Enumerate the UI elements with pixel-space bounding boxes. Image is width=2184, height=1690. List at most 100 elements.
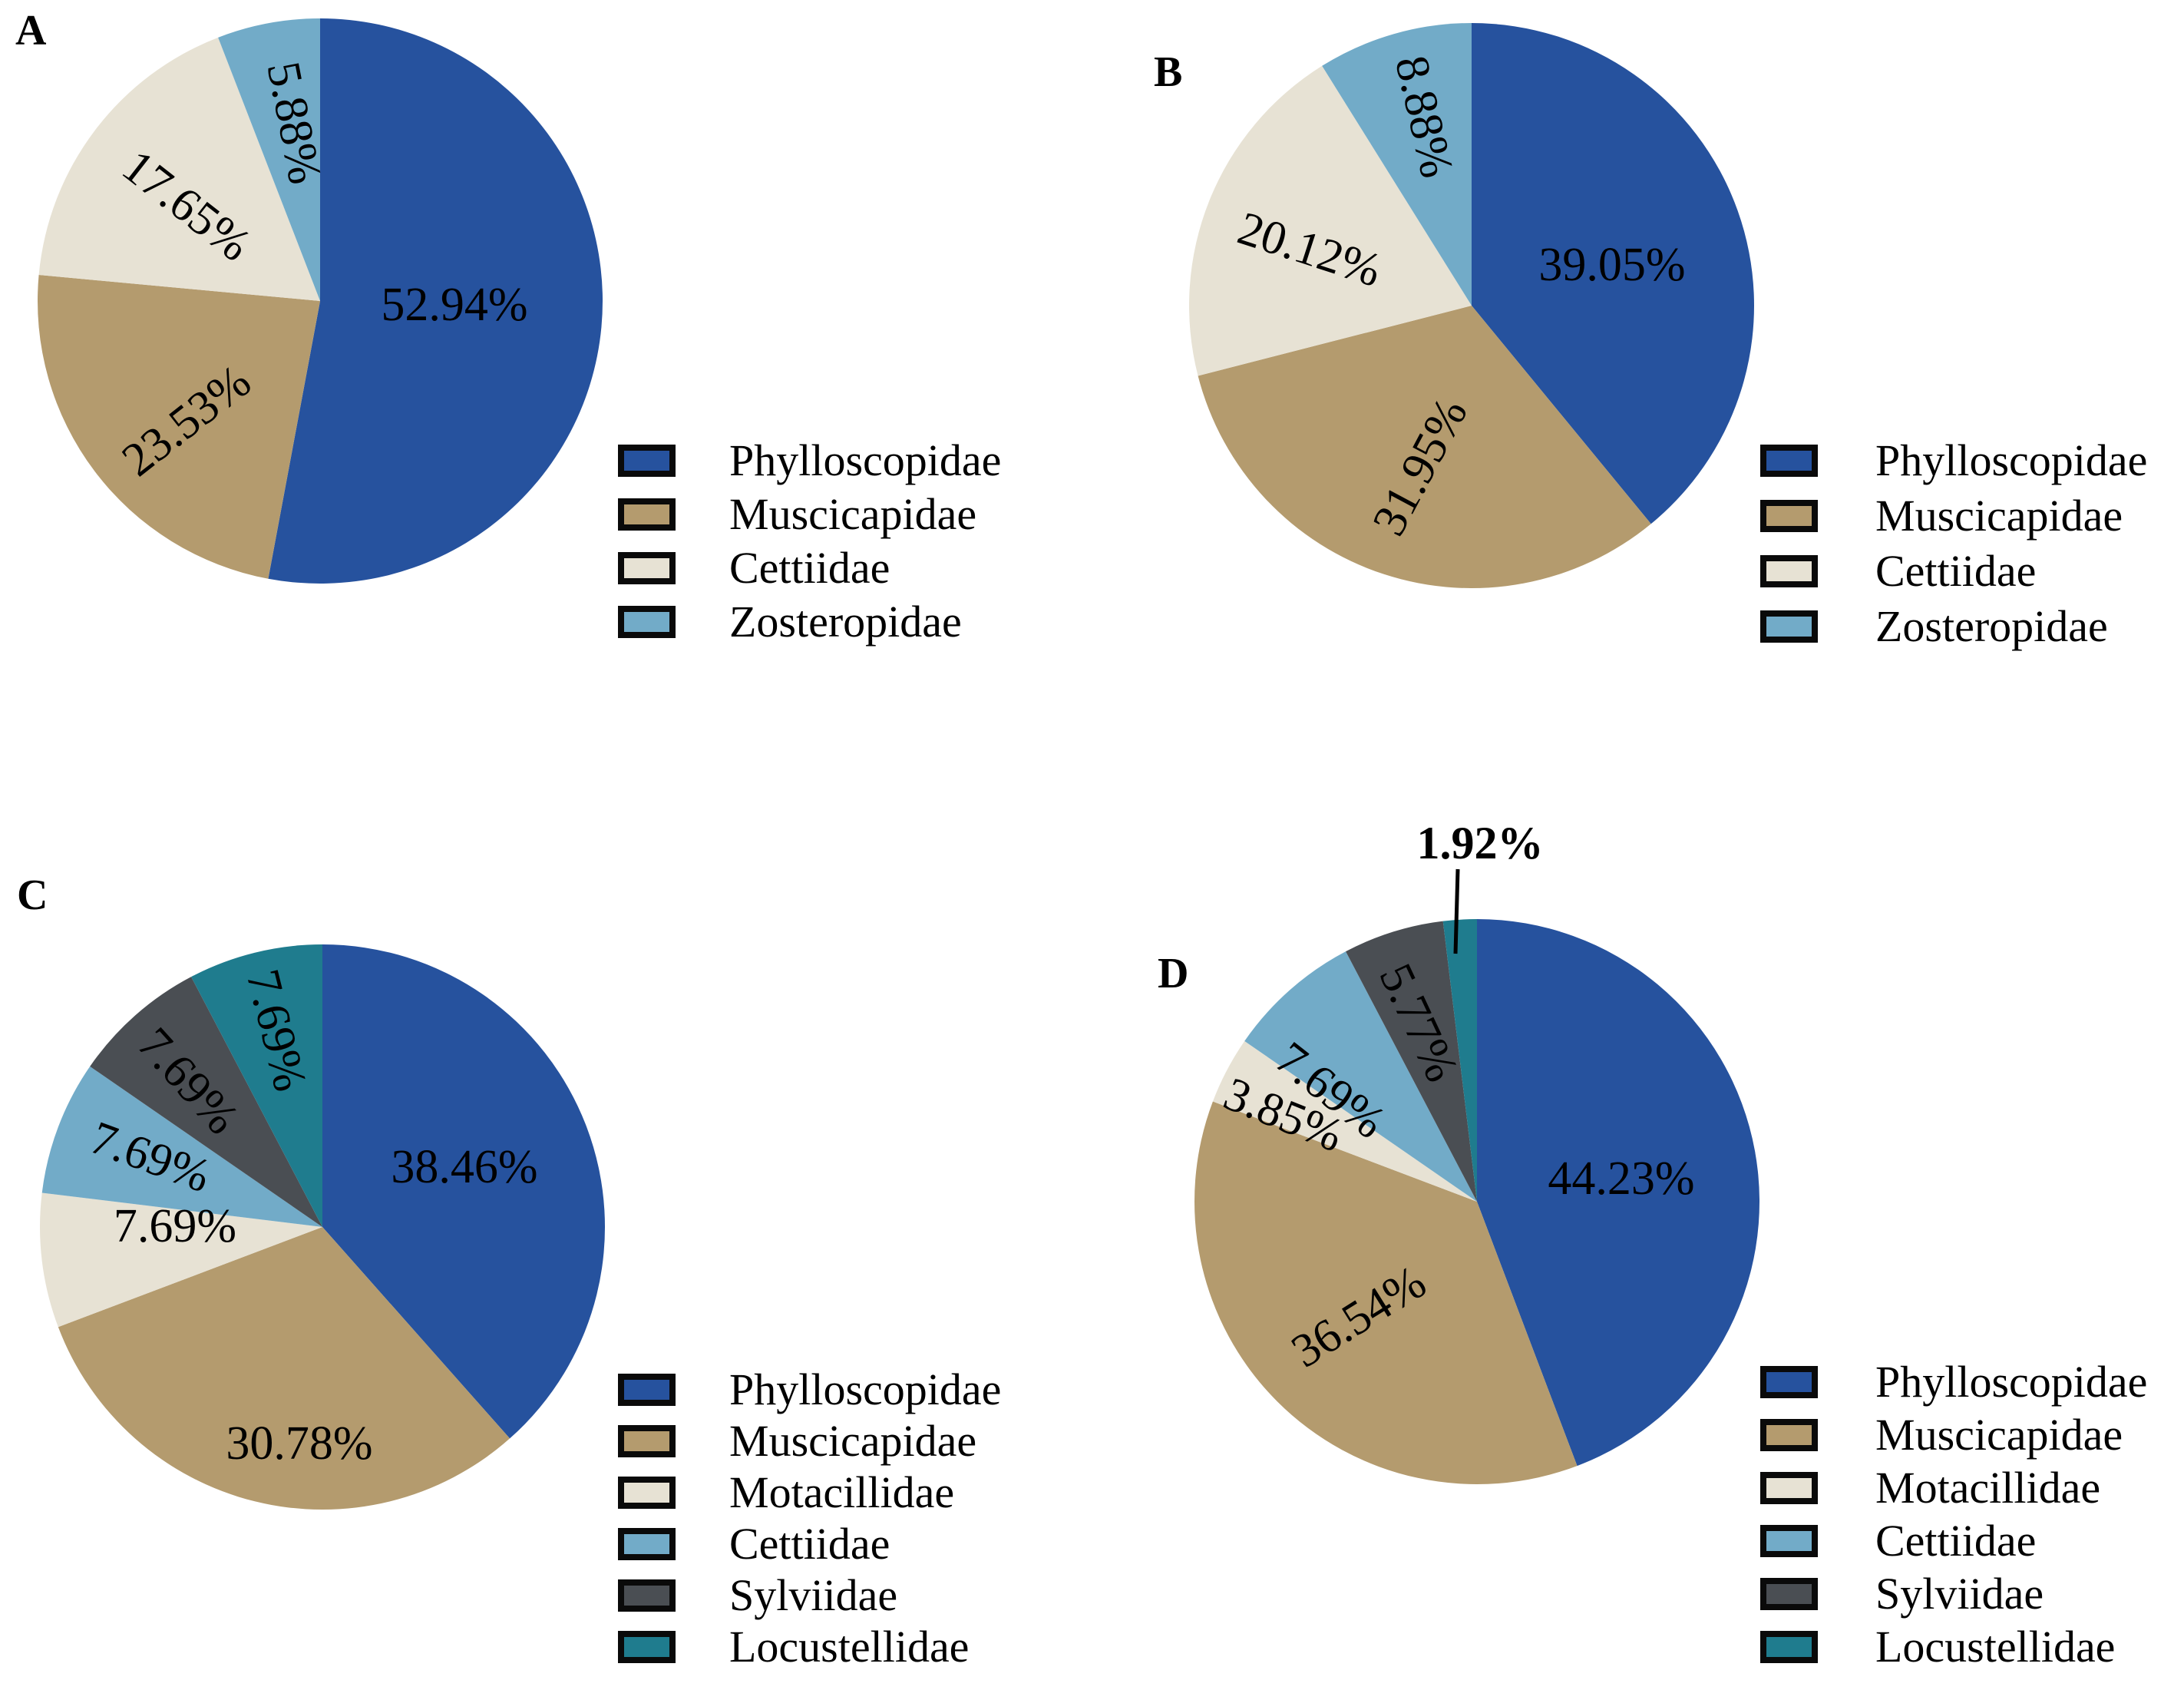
slice-percentage-label: 44.23% (1548, 1153, 1694, 1205)
legend-swatch (1760, 1419, 1818, 1451)
legend-label: Cettiidae (1875, 546, 2037, 596)
legend-label: Phylloscopidae (729, 435, 1002, 485)
pie-slice-motacillidae (39, 1192, 322, 1328)
pie-slice-cettiidae (41, 1066, 322, 1227)
legend-label: Locustellidae (1875, 1622, 2116, 1672)
pie-slice-cettiidae (1188, 65, 1472, 376)
legend-label: Locustellidae (729, 1622, 970, 1672)
pie-chart-b: 39.05%31.95%20.12%8.88% (1188, 23, 1754, 588)
pie-slice-phylloscopidae (268, 18, 603, 584)
legend-swatch (618, 1477, 676, 1509)
legend-swatch (618, 1528, 676, 1560)
legend-item: Locustellidae (618, 1622, 1001, 1673)
legend-item: Zosteropidae (618, 595, 1001, 649)
pie-slice-zosteropidae (1322, 23, 1472, 306)
legend-label: Motacillidae (1875, 1463, 2101, 1513)
legend-item: Muscicapidae (1760, 488, 2147, 544)
pie-slice-locustellidae (1442, 919, 1477, 1202)
external-percentage-label: 1.92% (1417, 818, 1544, 868)
legend-a: Phylloscopidae Muscicapidae Cettiidae Zoste… (618, 434, 1001, 649)
legend-item: Phylloscopidae (1760, 1356, 2147, 1409)
legend-label: Sylviidae (1875, 1569, 2044, 1619)
legend-item: Sylviidae (618, 1570, 1001, 1622)
legend-item: Cettiidae (1760, 544, 2147, 599)
pie-slice-phylloscopidae (322, 944, 606, 1439)
legend-swatch (1760, 1578, 1818, 1610)
pie-slice-cettiidae (38, 37, 320, 301)
legend-c: Phylloscopidae Muscicapidae Motacillidae Ce… (618, 1364, 1001, 1673)
panel-label-d: D (1158, 950, 1189, 997)
legend-item: Zosteropidae (1760, 599, 2147, 654)
legend-label: Sylviidae (729, 1570, 898, 1620)
pie-slice-muscicapidae (38, 275, 320, 579)
legend-swatch (1760, 555, 1818, 587)
legend-item: Locustellidae (1760, 1621, 2147, 1674)
pie-slice-sylviidae (90, 977, 322, 1227)
slice-percentage-label: 39.05% (1538, 239, 1685, 291)
legend-item: Muscicapidae (618, 488, 1001, 541)
legend-swatch (1760, 1472, 1818, 1504)
legend-label: Muscicapidae (1875, 491, 2123, 541)
legend-swatch (618, 1425, 676, 1457)
legend-label: Phylloscopidae (1875, 435, 2148, 485)
pie-slice-phylloscopidae (1472, 23, 1754, 524)
slice-percentage-label: 38.46% (391, 1141, 537, 1193)
legend-item: Phylloscopidae (618, 434, 1001, 488)
legend-label: Zosteropidae (1875, 601, 2108, 651)
callout-line (1453, 868, 1460, 954)
pie-chart-a: 52.94%23.53%17.65%5.88% (38, 18, 603, 584)
legend-label: Cettiidae (729, 543, 890, 593)
legend-swatch (1760, 1631, 1818, 1663)
legend-swatch (618, 445, 676, 477)
pie-slice-motacillidae (1212, 1040, 1477, 1202)
legend-swatch (618, 606, 676, 638)
legend-swatch (618, 1374, 676, 1406)
panel-label-a: A (15, 7, 47, 55)
legend-swatch (1760, 445, 1818, 477)
legend-swatch (1760, 500, 1818, 532)
slice-percentage-label: 30.78% (226, 1417, 372, 1470)
slice-percentage-label: 7.69% (114, 1200, 236, 1252)
panel-label-b: B (1154, 48, 1183, 96)
legend-item: Phylloscopidae (1760, 433, 2147, 488)
pie-slice-cettiidae (1244, 951, 1477, 1202)
legend-swatch (1760, 610, 1818, 643)
legend-label: Muscicapidae (729, 489, 977, 539)
legend-label: Muscicapidae (729, 1416, 977, 1466)
legend-item: Phylloscopidae (618, 1364, 1001, 1416)
pie-slice-zosteropidae (218, 18, 320, 301)
pie-slice-phylloscopidae (1477, 919, 1759, 1467)
legend-swatch (1760, 1525, 1818, 1557)
legend-label: Zosteropidae (729, 597, 962, 647)
legend-item: Muscicapidae (618, 1416, 1001, 1467)
pie-slice-muscicapidae (1194, 1101, 1578, 1484)
legend-item: Muscicapidae (1760, 1409, 2147, 1462)
legend-item: Cettiidae (618, 1519, 1001, 1570)
legend-swatch (1760, 1366, 1818, 1398)
legend-swatch (618, 1579, 676, 1612)
legend-swatch (618, 1631, 676, 1663)
legend-label: Cettiidae (1875, 1516, 2037, 1566)
legend-b: Phylloscopidae Muscicapidae Cettiidae Zoste… (1760, 433, 2147, 654)
legend-label: Phylloscopidae (729, 1364, 1002, 1414)
legend-label: Muscicapidae (1875, 1410, 2123, 1460)
legend-item: Sylviidae (1760, 1568, 2147, 1621)
pie-slice-muscicapidae (58, 1227, 510, 1510)
legend-label: Phylloscopidae (1875, 1357, 2148, 1407)
legend-swatch (618, 498, 676, 531)
legend-label: Cettiidae (729, 1519, 890, 1569)
pie-slice-sylviidae (1346, 921, 1477, 1202)
slice-percentage-label: 52.94% (381, 279, 527, 331)
legend-swatch (618, 552, 676, 584)
legend-label: Motacillidae (729, 1467, 955, 1517)
pie-chart-c: 38.46%30.78%7.69%7.69%7.69%7.69% (39, 944, 606, 1510)
legend-item: Motacillidae (1760, 1462, 2147, 1515)
legend-d: Phylloscopidae Muscicapidae Motacillidae Ce… (1760, 1356, 2147, 1674)
pie-slice-muscicapidae (1198, 306, 1651, 588)
pie-chart-d: 44.23%36.54%3.85%7.69%5.77%1.92% (1194, 818, 1759, 1484)
legend-item: Cettiidae (618, 541, 1001, 595)
pie-slice-locustellidae (191, 944, 322, 1227)
legend-item: Motacillidae (618, 1467, 1001, 1519)
